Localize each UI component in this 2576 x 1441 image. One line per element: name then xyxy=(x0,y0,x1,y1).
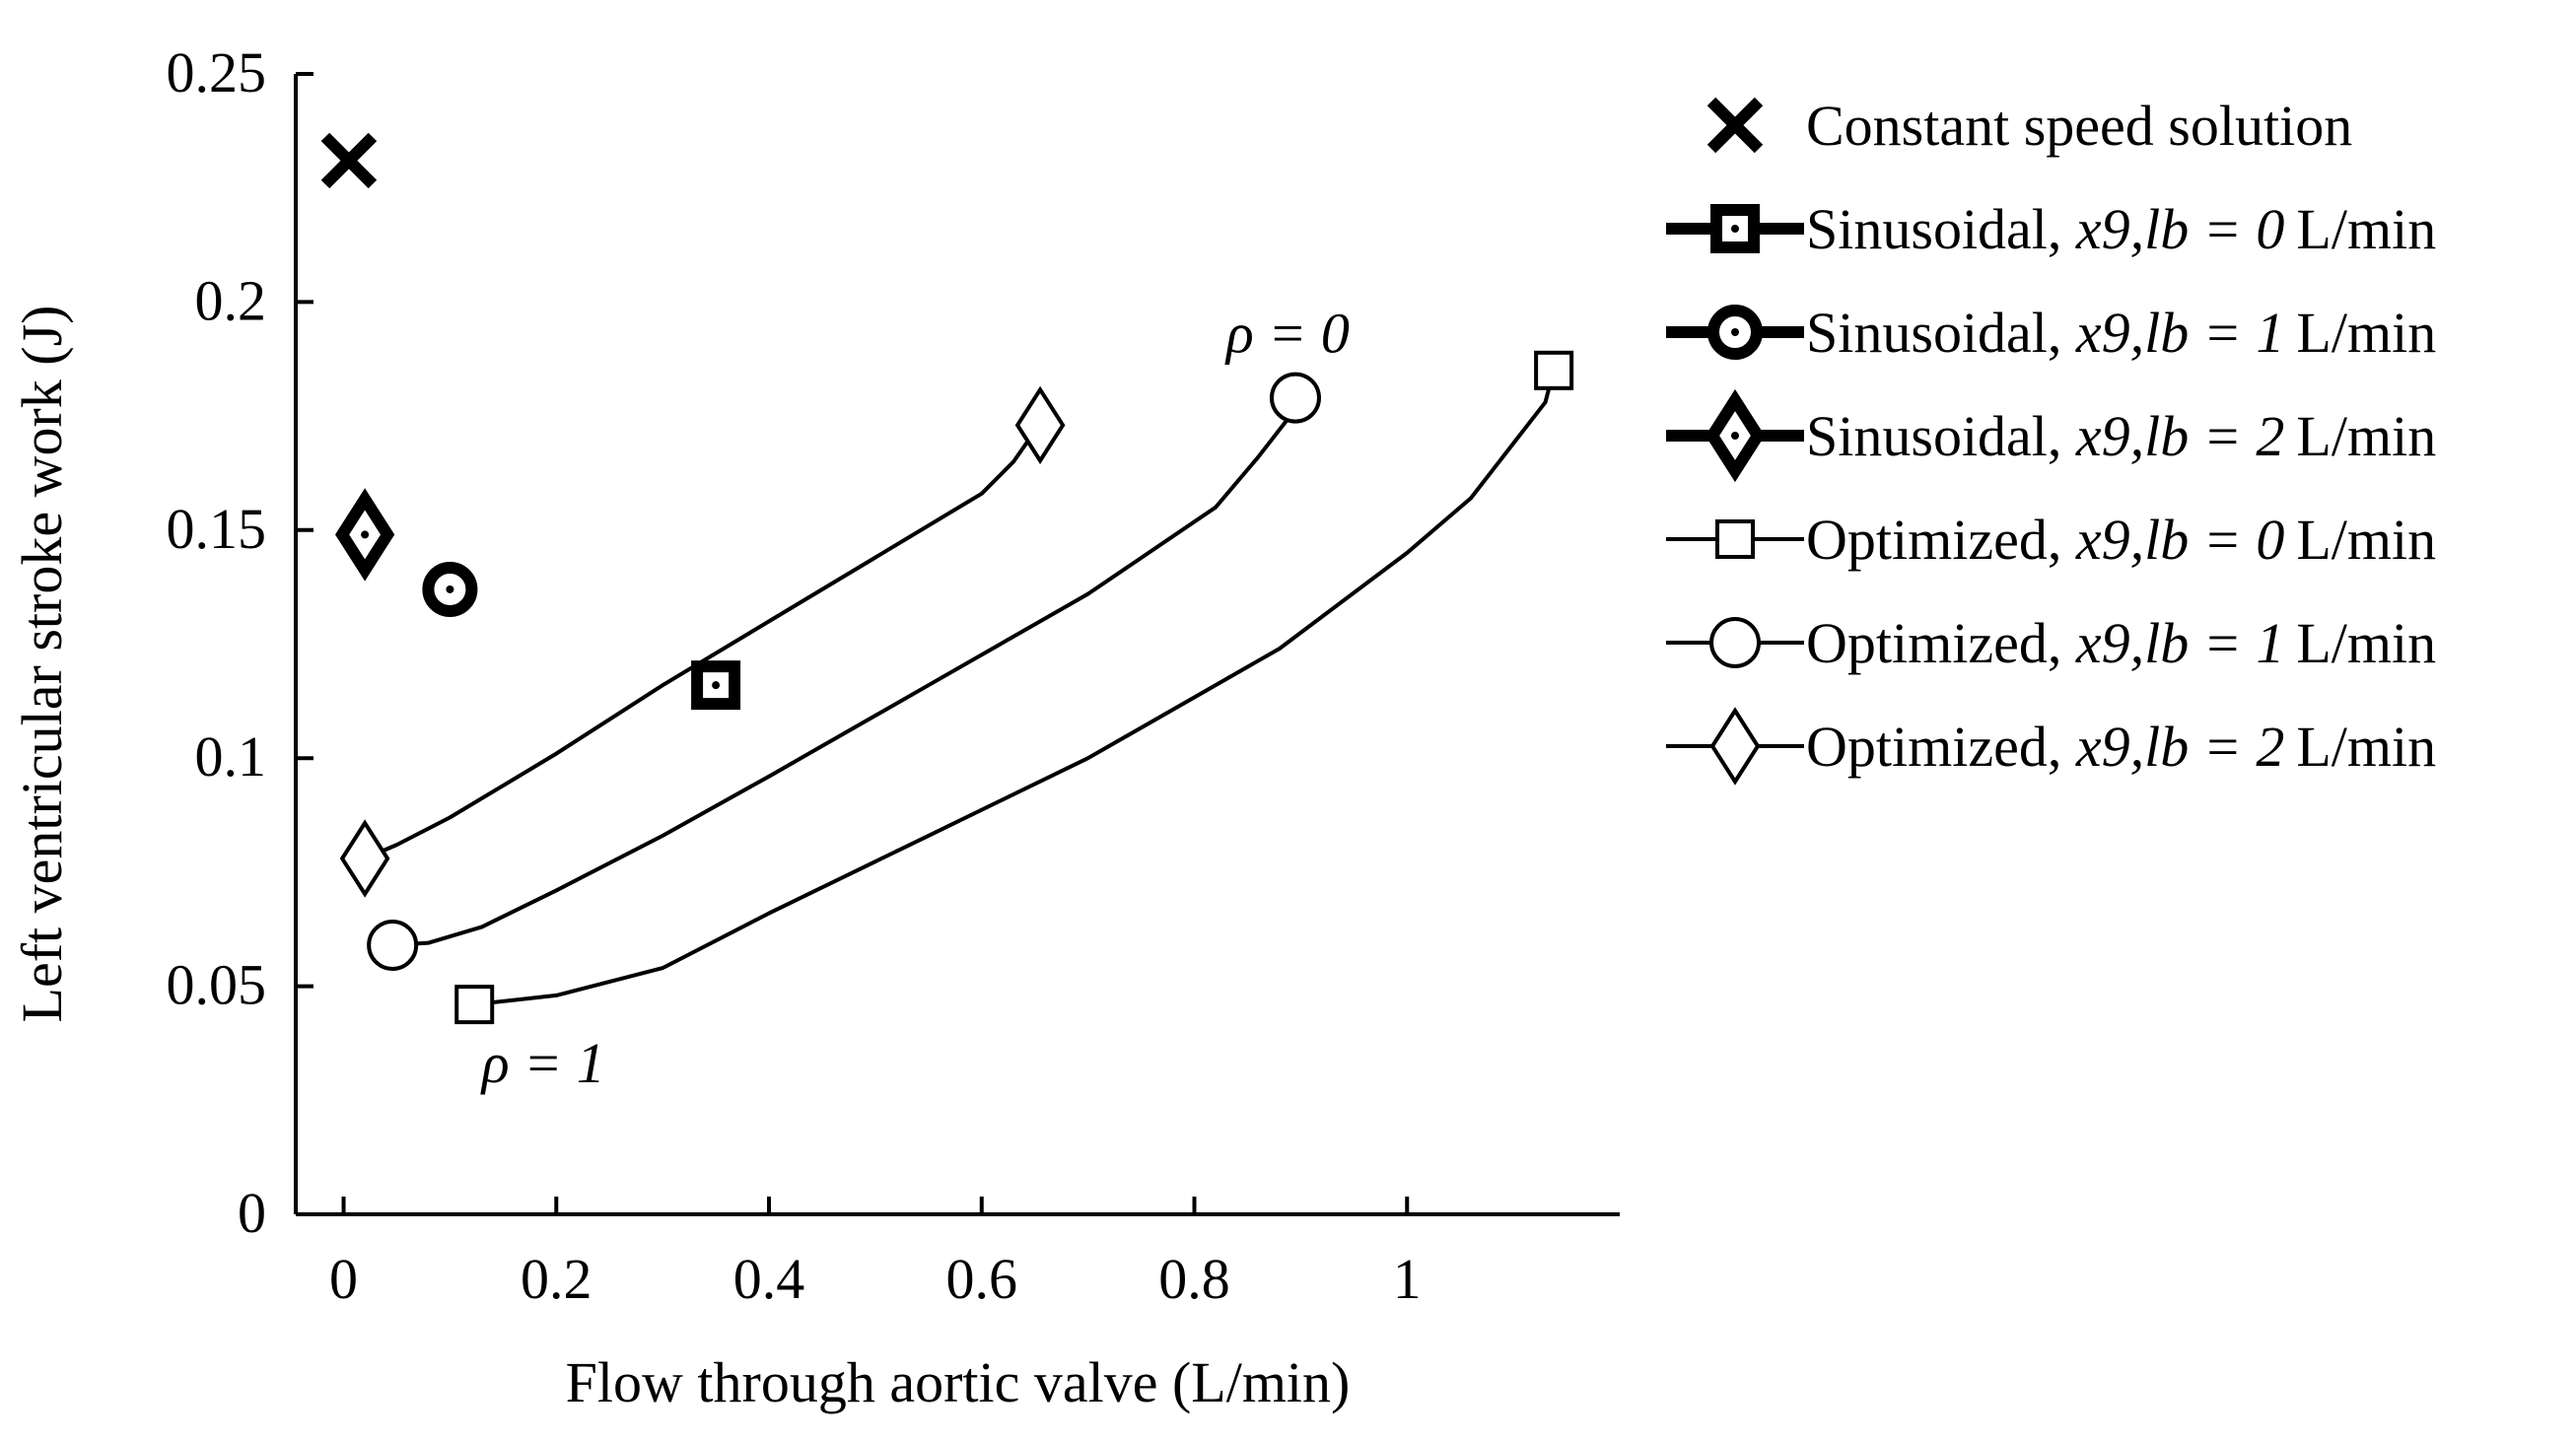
y-tick-label: 0.15 xyxy=(167,497,267,561)
legend-unit: L/min xyxy=(2296,404,2436,468)
legend-math: x9,lb = 0 xyxy=(2075,508,2285,572)
legend-prefix: Sinusoidal, xyxy=(1806,404,2076,468)
legend-prefix: Optimized, xyxy=(1806,508,2076,572)
legend-entry: Sinusoidal, x9,lb = 1 L/min xyxy=(1666,301,2436,365)
annotation-label: ρ = 1 xyxy=(480,1031,605,1095)
series-0 xyxy=(320,132,378,189)
x-tick-label: 0 xyxy=(329,1247,358,1311)
legend-prefix: Sinusoidal, xyxy=(1806,197,2076,261)
legend: Constant speed solution Sinusoidal, x9,lb… xyxy=(1666,94,2436,786)
axes: 0 0.05 0.1 0.15 0.2 0.25 0 0.2 0.4 0.6 0.8 1 Flow th… xyxy=(10,40,1620,1414)
y-tick-label: 0.25 xyxy=(167,40,267,104)
legend-math: x9,lb = 1 xyxy=(2075,611,2285,675)
legend-entry: Constant speed solution xyxy=(1706,94,2352,158)
legend-entry: Optimized, x9,lb = 1 L/min xyxy=(1666,611,2436,675)
data-point xyxy=(339,819,390,898)
y-tick-label: 0 xyxy=(238,1181,266,1245)
legend-entry: Optimized, x9,lb = 2 L/min xyxy=(1666,707,2436,786)
x-tick-label: 1 xyxy=(1393,1247,1422,1311)
data-point xyxy=(320,132,378,189)
legend-entry: Sinusoidal, x9,lb = 0 L/min xyxy=(1666,197,2436,261)
x-tick-label: 0.8 xyxy=(1158,1247,1230,1311)
legend-marker xyxy=(1710,204,1760,253)
legend-label: Optimized, x9,lb = 0 L/min xyxy=(1806,508,2436,572)
legend-unit: L/min xyxy=(2296,508,2436,572)
y-tick-label: 0.1 xyxy=(195,724,267,789)
y-tick-label: 0.2 xyxy=(195,268,267,332)
legend-prefix: Constant speed solution xyxy=(1806,94,2352,158)
y-axis-title: Left ventricular stroke work (J) xyxy=(10,306,74,1023)
data-point xyxy=(691,660,741,711)
legend-marker xyxy=(1709,707,1761,786)
series-4 xyxy=(454,350,1574,1025)
data-point xyxy=(334,488,395,582)
annotations: ρ = 0 ρ = 1 xyxy=(480,301,1350,1094)
legend-unit: L/min xyxy=(2296,715,2436,779)
series-line xyxy=(392,397,1297,947)
legend-label: Optimized, x9,lb = 2 L/min xyxy=(1806,715,2436,779)
legend-marker xyxy=(1709,617,1761,668)
series-layer xyxy=(320,132,1574,1025)
series-3 xyxy=(334,488,395,582)
data-point xyxy=(422,561,478,617)
legend-math: x9,lb = 2 xyxy=(2075,404,2285,468)
x-tick-label: 0.6 xyxy=(946,1247,1018,1311)
legend-prefix: Optimized, xyxy=(1806,715,2076,779)
legend-label: Sinusoidal, x9,lb = 1 L/min xyxy=(1806,301,2436,365)
data-point xyxy=(454,985,495,1025)
legend-math: x9,lb = 1 xyxy=(2075,301,2285,365)
series-line xyxy=(473,370,1557,1007)
series-2 xyxy=(422,561,478,617)
legend-unit: L/min xyxy=(2296,301,2436,365)
legend-marker xyxy=(1706,97,1764,154)
legend-prefix: Optimized, xyxy=(1806,611,2076,675)
annotation-label: ρ = 0 xyxy=(1224,301,1350,365)
x-tick-label: 0.2 xyxy=(521,1247,592,1311)
series-5 xyxy=(367,372,1321,971)
legend-marker xyxy=(1705,388,1766,483)
legend-unit: L/min xyxy=(2296,611,2436,675)
legend-marker xyxy=(1707,305,1763,360)
legend-entry: Sinusoidal, x9,lb = 2 L/min xyxy=(1666,388,2436,483)
data-point xyxy=(1534,350,1574,390)
legend-prefix: Sinusoidal, xyxy=(1806,301,2076,365)
data-point xyxy=(1269,372,1321,424)
y-tick-label: 0.05 xyxy=(167,953,267,1017)
legend-label: Sinusoidal, x9,lb = 2 L/min xyxy=(1806,404,2436,468)
legend-label: Optimized, x9,lb = 1 L/min xyxy=(1806,611,2436,675)
series-line xyxy=(364,424,1042,860)
series-1 xyxy=(691,660,741,711)
legend-marker xyxy=(1715,519,1755,559)
series-6 xyxy=(339,385,1066,898)
legend-label: Sinusoidal, x9,lb = 0 L/min xyxy=(1806,197,2436,261)
x-axis-title: Flow through aortic valve (L/min) xyxy=(566,1350,1351,1414)
legend-unit: L/min xyxy=(2296,197,2436,261)
legend-math: x9,lb = 0 xyxy=(2075,197,2285,261)
data-point xyxy=(367,919,419,971)
legend-math: x9,lb = 2 xyxy=(2075,715,2285,779)
legend-label: Constant speed solution xyxy=(1806,94,2352,158)
data-point xyxy=(1014,385,1066,465)
legend-entry: Optimized, x9,lb = 0 L/min xyxy=(1666,508,2436,572)
x-tick-label: 0.4 xyxy=(733,1247,805,1311)
